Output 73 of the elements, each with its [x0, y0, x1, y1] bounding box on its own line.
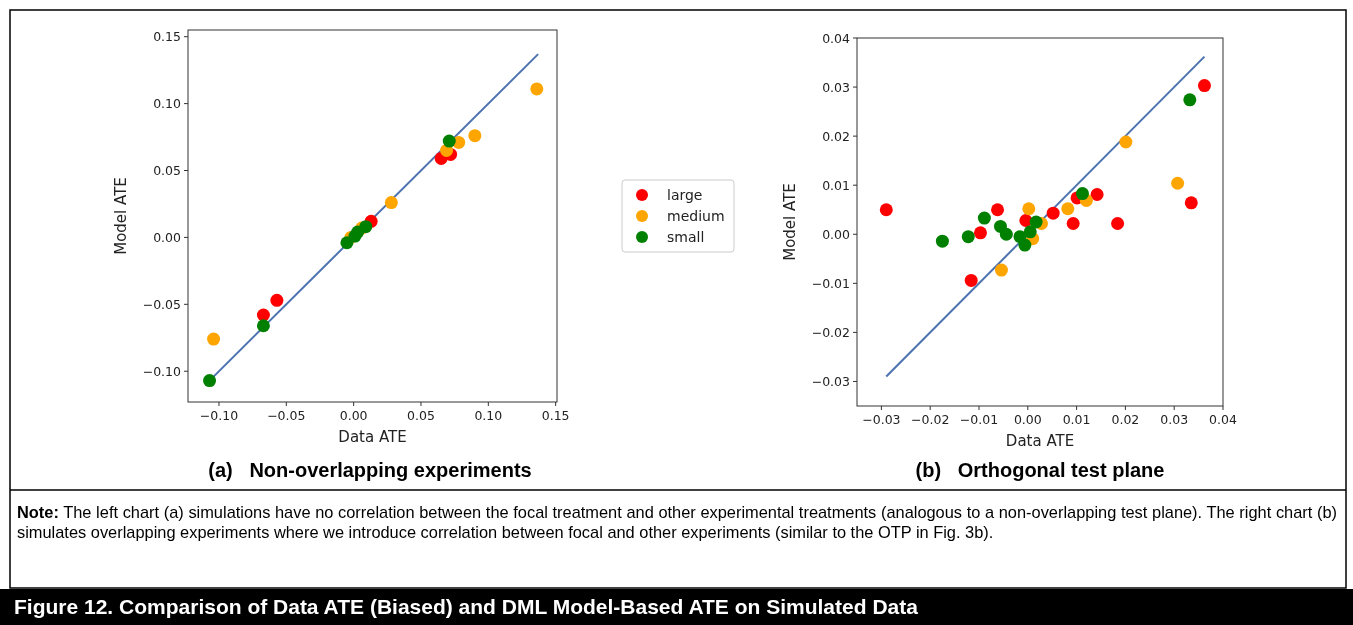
point — [1066, 216, 1080, 230]
x-tick-label: 0.00 — [1013, 412, 1042, 427]
x-tick-label: 0.02 — [1111, 412, 1140, 427]
y-tick-label: 0.05 — [153, 163, 181, 178]
point — [1023, 225, 1037, 239]
point — [256, 319, 270, 333]
x-axis-title: Data ATE — [338, 428, 407, 446]
point — [964, 273, 978, 287]
y-tick-label: 0.15 — [153, 29, 181, 45]
y-tick-label: 0.01 — [822, 177, 850, 193]
x-tick-label: −0.03 — [862, 412, 901, 427]
text: (a) Non-overlapping experiments — [208, 459, 532, 481]
point — [879, 203, 893, 217]
y-axis-title: Model ATE — [781, 183, 799, 261]
legend-label: large — [667, 187, 703, 203]
point — [442, 134, 456, 148]
point — [1022, 202, 1036, 216]
x-tick-label: 0.15 — [541, 408, 570, 423]
y-tick-label: −0.02 — [811, 324, 850, 340]
point — [973, 226, 987, 240]
point — [1197, 79, 1211, 93]
text: (b) Orthogonal test plane — [915, 459, 1165, 481]
caption-banner: Figure 12. Comparison of Data ATE (Biased) and DML Model-Based ATE on Simulated Data — [0, 589, 1353, 625]
y-tick-label: 0.10 — [153, 96, 182, 112]
point — [359, 220, 373, 234]
point — [1061, 202, 1075, 216]
x-tick-label: −0.05 — [267, 408, 306, 423]
x-tick-label: 0.04 — [1209, 412, 1237, 427]
x-tick-label: 0.10 — [474, 408, 503, 423]
x-tick-label: 0.01 — [1062, 412, 1091, 427]
x-tick-label: −0.01 — [959, 412, 999, 427]
y-tick-label: 0.03 — [822, 79, 850, 95]
point — [530, 82, 544, 96]
legend-label: medium — [667, 208, 725, 224]
x-tick-label: 0.05 — [407, 408, 435, 423]
y-tick-label: −0.05 — [142, 296, 181, 312]
point — [961, 230, 975, 244]
point — [203, 374, 217, 388]
y-axis-title: Model ATE — [112, 177, 130, 255]
x-tick-label: 0.00 — [339, 408, 368, 423]
x-tick-label: 0.03 — [1160, 412, 1189, 427]
point — [1183, 93, 1197, 107]
y-tick-label: −0.10 — [142, 363, 182, 379]
point — [1119, 135, 1133, 149]
text: Note: The left chart (a) simulations have no correlation between the focal treatment and other experimental treatments (analogous to a non-overlapping test plane). The right chart (b) simulates overlapping experiments where we introduce correlation between focal and other experiments (similar to the OTP in Fig. 3b). — [17, 502, 1337, 542]
y-tick-label: −0.03 — [811, 373, 850, 389]
point — [207, 332, 221, 346]
point — [1029, 215, 1043, 229]
point — [384, 196, 398, 210]
y-tick-label: −0.01 — [811, 275, 850, 291]
x-tick-label: −0.10 — [199, 408, 239, 423]
point — [1018, 238, 1032, 252]
y-tick-label: 0.04 — [822, 30, 851, 46]
x-tick-label: −0.02 — [911, 412, 950, 427]
point — [468, 129, 482, 143]
legend-label: small — [667, 229, 705, 245]
point — [993, 219, 1007, 233]
y-tick-label: 0.00 — [153, 229, 182, 245]
point — [1046, 206, 1060, 220]
point — [994, 263, 1008, 277]
point — [270, 293, 284, 307]
x-axis-title: Data ATE — [1005, 432, 1075, 450]
point — [1184, 196, 1198, 210]
point — [1075, 187, 1089, 201]
point — [977, 211, 991, 225]
point — [1090, 188, 1104, 202]
point — [1171, 176, 1185, 190]
point — [935, 234, 949, 248]
y-tick-label: 0.02 — [822, 128, 850, 144]
caption: Figure 12. Comparison of Data ATE (Biased) and DML Model-Based ATE on Simulated Data — [14, 595, 919, 618]
y-tick-label: 0.00 — [822, 226, 851, 242]
point — [1111, 216, 1125, 230]
point — [991, 203, 1005, 217]
